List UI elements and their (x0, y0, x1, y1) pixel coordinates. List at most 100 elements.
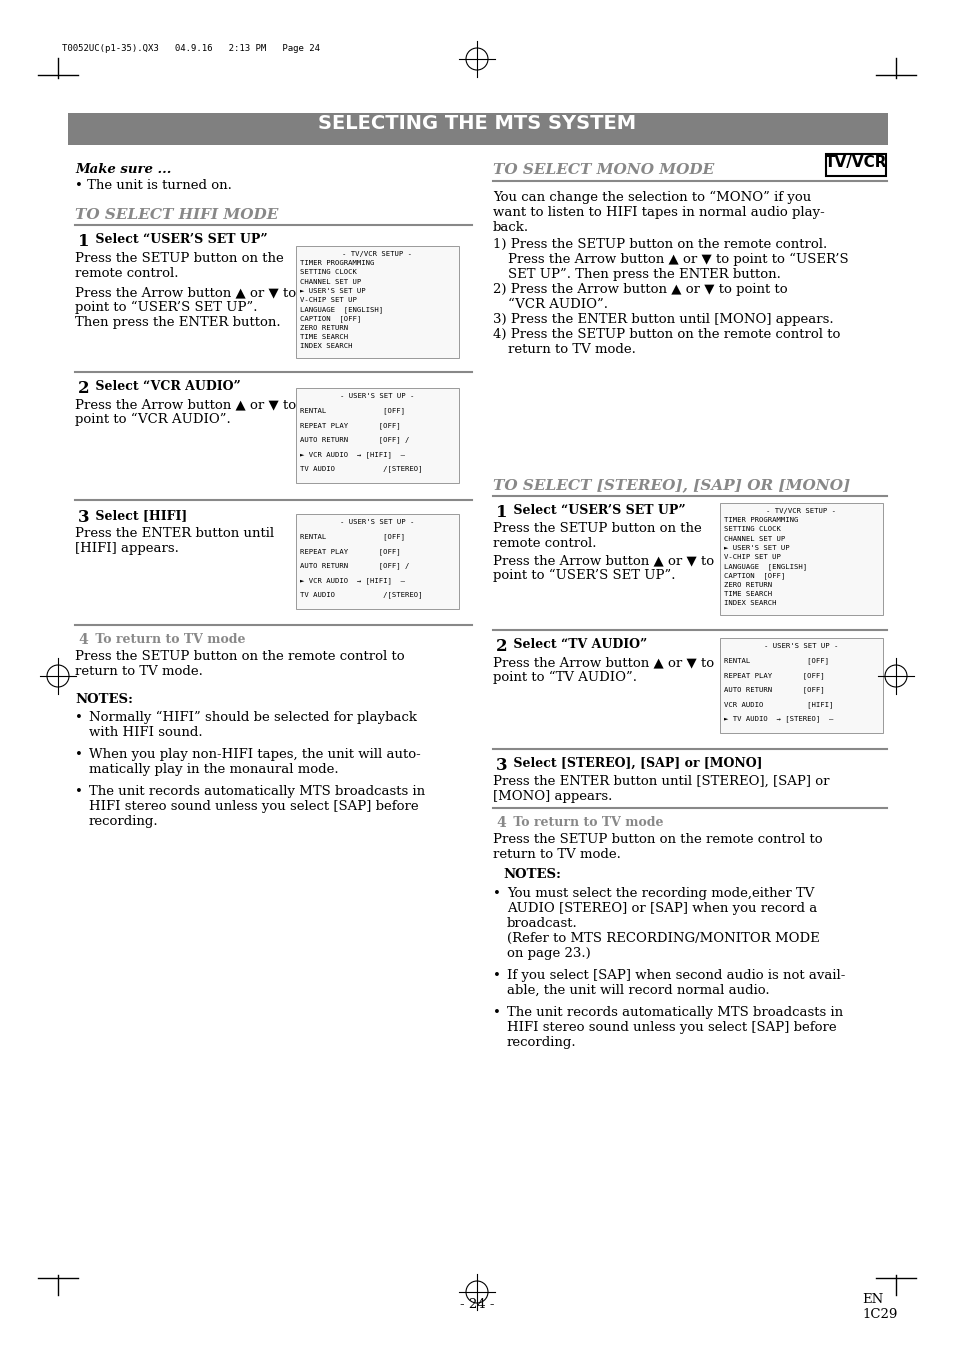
Text: LANGUAGE  [ENGLISH]: LANGUAGE [ENGLISH] (299, 307, 383, 313)
Text: Normally “HIFI” should be selected for playback
with HIFI sound.: Normally “HIFI” should be selected for p… (89, 711, 416, 739)
Text: To return to TV mode: To return to TV mode (509, 816, 662, 830)
Text: TV AUDIO           /[STEREO]: TV AUDIO /[STEREO] (299, 592, 422, 598)
Text: To return to TV mode: To return to TV mode (91, 634, 245, 646)
Text: 1: 1 (496, 504, 507, 521)
Text: Press the SETUP button on the: Press the SETUP button on the (493, 521, 701, 535)
Text: Press the Arrow button ▲ or ▼ to: Press the Arrow button ▲ or ▼ to (75, 399, 295, 411)
Text: •: • (75, 748, 83, 761)
Text: return to TV mode.: return to TV mode. (507, 343, 636, 357)
Text: Press the ENTER button until [STEREO], [SAP] or: Press the ENTER button until [STEREO], [… (493, 775, 828, 788)
Text: REPEAT PLAY       [OFF]: REPEAT PLAY [OFF] (299, 422, 400, 428)
Text: CAPTION  [OFF]: CAPTION [OFF] (299, 315, 361, 322)
Text: point to “USER’S SET UP”.: point to “USER’S SET UP”. (75, 301, 257, 315)
Text: You must select the recording mode,either TV
AUDIO [STEREO] or [SAP] when you re: You must select the recording mode,eithe… (506, 888, 819, 961)
Text: point to “VCR AUDIO”.: point to “VCR AUDIO”. (75, 413, 231, 426)
Text: [MONO] appears.: [MONO] appears. (493, 790, 612, 802)
Text: You can change the selection to “MONO” if you: You can change the selection to “MONO” i… (493, 190, 810, 204)
Text: point to “TV AUDIO”.: point to “TV AUDIO”. (493, 671, 637, 684)
Bar (825, 154, 885, 176)
Text: Press the SETUP button on the remote control to: Press the SETUP button on the remote con… (493, 834, 821, 846)
Bar (720, 638, 882, 734)
Text: TIME SEARCH: TIME SEARCH (723, 590, 771, 597)
Text: Select [HIFI]: Select [HIFI] (91, 509, 187, 521)
Text: TV/VCR: TV/VCR (824, 155, 886, 170)
Text: return to TV mode.: return to TV mode. (493, 848, 620, 861)
Text: TO SELECT MONO MODE: TO SELECT MONO MODE (493, 163, 714, 177)
Text: Press the Arrow button ▲ or ▼ to point to “USER’S: Press the Arrow button ▲ or ▼ to point t… (507, 253, 848, 266)
Text: V-CHIP SET UP: V-CHIP SET UP (723, 554, 781, 561)
Text: •: • (75, 785, 83, 798)
Text: LANGUAGE  [ENGLISH]: LANGUAGE [ENGLISH] (723, 563, 806, 570)
Text: Press the ENTER button until: Press the ENTER button until (75, 527, 274, 540)
Bar (295, 246, 458, 358)
Text: want to listen to HIFI tapes in normal audio play-: want to listen to HIFI tapes in normal a… (493, 205, 824, 219)
Text: RENTAL             [OFF]: RENTAL [OFF] (723, 658, 828, 665)
Text: Select “USER’S SET UP”: Select “USER’S SET UP” (509, 504, 685, 517)
Text: ► USER'S SET UP: ► USER'S SET UP (723, 544, 789, 551)
Text: Press the Arrow button ▲ or ▼ to: Press the Arrow button ▲ or ▼ to (75, 286, 295, 299)
Text: ► VCR AUDIO  → [HIFI]  –: ► VCR AUDIO → [HIFI] – (299, 577, 405, 584)
Text: “VCR AUDIO”.: “VCR AUDIO”. (507, 299, 607, 311)
Text: remote control.: remote control. (75, 267, 178, 280)
Text: RENTAL             [OFF]: RENTAL [OFF] (299, 408, 405, 415)
Text: - USER'S SET UP -: - USER'S SET UP - (763, 643, 838, 648)
Text: TO SELECT [STEREO], [SAP] OR [MONO]: TO SELECT [STEREO], [SAP] OR [MONO] (493, 478, 849, 492)
Text: ZERO RETURN: ZERO RETURN (299, 324, 348, 331)
Text: SETTING CLOCK: SETTING CLOCK (299, 269, 356, 276)
Text: - USER'S SET UP -: - USER'S SET UP - (339, 393, 414, 399)
Text: CAPTION  [OFF]: CAPTION [OFF] (723, 573, 784, 580)
Bar (295, 513, 458, 609)
Text: TIMER PROGRAMMING: TIMER PROGRAMMING (723, 517, 798, 523)
Text: Press the SETUP button on the remote control to: Press the SETUP button on the remote con… (75, 650, 404, 663)
Text: - 24 -: - 24 - (459, 1298, 494, 1310)
Text: NOTES:: NOTES: (502, 867, 560, 881)
Text: TO SELECT HIFI MODE: TO SELECT HIFI MODE (75, 208, 278, 222)
Text: 1: 1 (78, 232, 90, 250)
Text: 2: 2 (496, 638, 507, 655)
Text: •: • (493, 888, 500, 900)
Text: 3: 3 (496, 757, 507, 774)
Text: 1) Press the SETUP button on the remote control.: 1) Press the SETUP button on the remote … (493, 238, 826, 251)
Text: ► VCR AUDIO  → [HIFI]  –: ► VCR AUDIO → [HIFI] – (299, 451, 405, 458)
Text: TIMER PROGRAMMING: TIMER PROGRAMMING (299, 261, 374, 266)
Text: Press the SETUP button on the: Press the SETUP button on the (75, 253, 283, 265)
Bar (720, 503, 882, 615)
Text: 4: 4 (496, 816, 505, 830)
Text: 4: 4 (78, 634, 88, 647)
Text: AUTO RETURN       [OFF]: AUTO RETURN [OFF] (723, 686, 823, 693)
Text: ► USER'S SET UP: ► USER'S SET UP (299, 288, 365, 293)
Bar (68, 113, 887, 145)
Text: Then press the ENTER button.: Then press the ENTER button. (75, 316, 280, 330)
Text: AUTO RETURN       [OFF] /: AUTO RETURN [OFF] / (299, 562, 409, 569)
Text: Select “TV AUDIO”: Select “TV AUDIO” (509, 638, 646, 651)
Text: Make sure ...: Make sure ... (75, 163, 172, 176)
Text: Press the Arrow button ▲ or ▼ to: Press the Arrow button ▲ or ▼ to (493, 657, 714, 669)
Text: SETTING CLOCK: SETTING CLOCK (723, 527, 781, 532)
Text: TV AUDIO           /[STEREO]: TV AUDIO /[STEREO] (299, 466, 422, 473)
Text: point to “USER’S SET UP”.: point to “USER’S SET UP”. (493, 569, 675, 582)
Text: - TV/VCR SETUP -: - TV/VCR SETUP - (341, 251, 412, 257)
Text: If you select [SAP] when second audio is not avail-
able, the unit will record n: If you select [SAP] when second audio is… (506, 969, 844, 997)
Text: AUTO RETURN       [OFF] /: AUTO RETURN [OFF] / (299, 436, 409, 443)
Text: - TV/VCR SETUP -: - TV/VCR SETUP - (765, 508, 835, 513)
Text: 4) Press the SETUP button on the remote control to: 4) Press the SETUP button on the remote … (493, 328, 840, 340)
Text: V-CHIP SET UP: V-CHIP SET UP (299, 297, 356, 303)
Text: INDEX SEARCH: INDEX SEARCH (299, 343, 352, 349)
Text: INDEX SEARCH: INDEX SEARCH (723, 600, 776, 607)
Text: REPEAT PLAY       [OFF]: REPEAT PLAY [OFF] (723, 671, 823, 678)
Text: CHANNEL SET UP: CHANNEL SET UP (299, 278, 361, 285)
Text: The unit records automatically MTS broadcasts in
HIFI stereo sound unless you se: The unit records automatically MTS broad… (506, 1006, 842, 1048)
Text: 3) Press the ENTER button until [MONO] appears.: 3) Press the ENTER button until [MONO] a… (493, 313, 833, 326)
Text: The unit records automatically MTS broadcasts in
HIFI stereo sound unless you se: The unit records automatically MTS broad… (89, 785, 425, 828)
Text: Select “USER’S SET UP”: Select “USER’S SET UP” (91, 232, 268, 246)
Text: SET UP”. Then press the ENTER button.: SET UP”. Then press the ENTER button. (507, 267, 781, 281)
Text: ZERO RETURN: ZERO RETURN (723, 581, 771, 588)
Text: ► TV AUDIO  → [STEREO]  –: ► TV AUDIO → [STEREO] – (723, 716, 833, 723)
Text: Select [STEREO], [SAP] or [MONO]: Select [STEREO], [SAP] or [MONO] (509, 757, 761, 770)
Text: 3: 3 (78, 509, 90, 526)
Text: T0052UC(p1-35).QX3   04.9.16   2:13 PM   Page 24: T0052UC(p1-35).QX3 04.9.16 2:13 PM Page … (62, 45, 319, 53)
Text: •: • (493, 1006, 500, 1019)
Text: EN: EN (862, 1293, 882, 1306)
Text: •: • (75, 711, 83, 724)
Text: SELECTING THE MTS SYSTEM: SELECTING THE MTS SYSTEM (317, 113, 636, 132)
